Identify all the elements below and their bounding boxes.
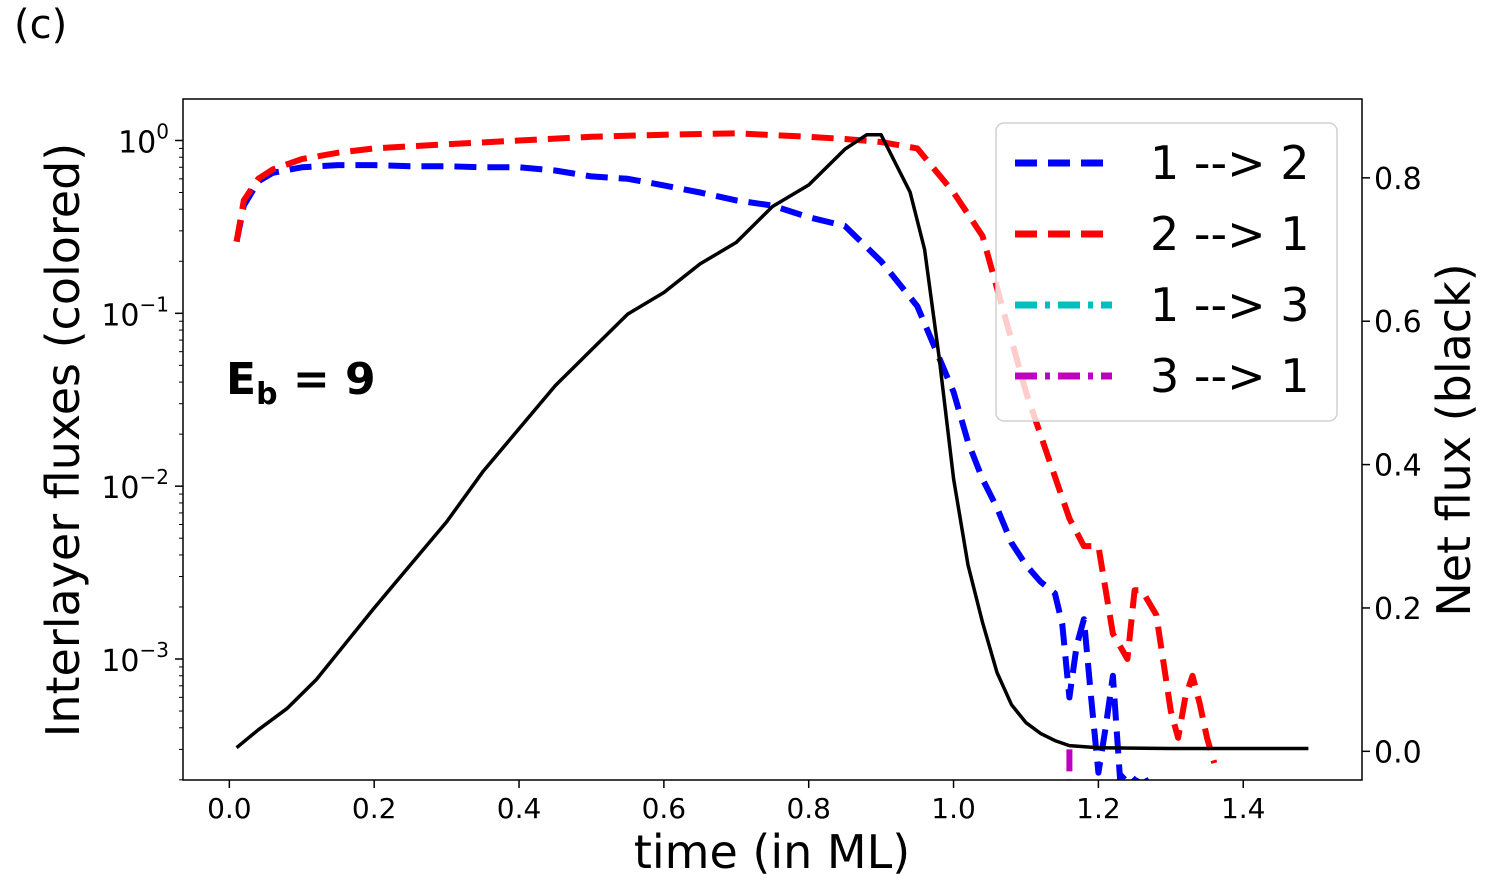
y-left-tick-label: 100 xyxy=(118,119,169,160)
y-right-axis-ticks: 0.0 0.2 0.4 0.6 0.8 xyxy=(1362,162,1422,770)
legend-label: 1 --> 2 xyxy=(1150,136,1310,190)
x-tick-label: 1.4 xyxy=(1221,792,1266,825)
energy-annotation-rest: = 9 xyxy=(278,354,376,405)
x-tick-label: 1.2 xyxy=(1076,792,1121,825)
energy-annotation: Eb = 9 xyxy=(226,354,376,412)
energy-annotation-sub: b xyxy=(256,377,277,412)
y-right-tick-label: 0.4 xyxy=(1374,449,1422,484)
x-tick-label: 0.4 xyxy=(497,792,542,825)
x-tick-label: 0.8 xyxy=(786,792,831,825)
x-axis-label: time (in ML) xyxy=(634,825,910,879)
series-line-net-flux xyxy=(235,133,1309,751)
x-tick-label: 0.0 xyxy=(207,792,252,825)
series-line-1-2 xyxy=(233,162,1150,780)
y-right-tick-label: 0.6 xyxy=(1374,305,1422,340)
y-right-tick-label: 0.2 xyxy=(1374,592,1422,627)
legend: 1 --> 2 2 --> 1 1 --> 3 3 --> 1 xyxy=(995,122,1338,422)
legend-box xyxy=(995,122,1338,422)
plot-frame xyxy=(182,98,1363,781)
x-tick-label: 0.2 xyxy=(352,792,397,825)
x-axis-ticks: 0.0 0.2 0.4 0.6 0.8 1.0 1.2 1.4 xyxy=(207,780,1265,825)
y-right-tick-label: 0.8 xyxy=(1374,162,1422,197)
y-left-tick-label: 10−2 xyxy=(101,465,169,506)
energy-annotation-base: E xyxy=(226,354,256,405)
x-tick-label: 1.0 xyxy=(931,792,976,825)
legend-label: 3 --> 1 xyxy=(1150,349,1310,403)
y-left-axis-ticks: 100 10−1 10−2 10−3 xyxy=(101,119,183,781)
legend-label: 1 --> 3 xyxy=(1150,278,1310,332)
x-tick-label: 0.6 xyxy=(642,792,687,825)
y-right-tick-label: 0.0 xyxy=(1374,735,1422,770)
panel-label: (c) xyxy=(14,2,68,48)
y-right-axis-label: Net flux (black) xyxy=(1427,263,1481,616)
y-left-tick-label: 10−3 xyxy=(101,638,169,679)
legend-label: 2 --> 1 xyxy=(1150,207,1310,261)
y-left-axis-label: Interlayer fluxes (colored) xyxy=(36,143,90,737)
y-left-tick-label: 10−1 xyxy=(101,292,169,333)
